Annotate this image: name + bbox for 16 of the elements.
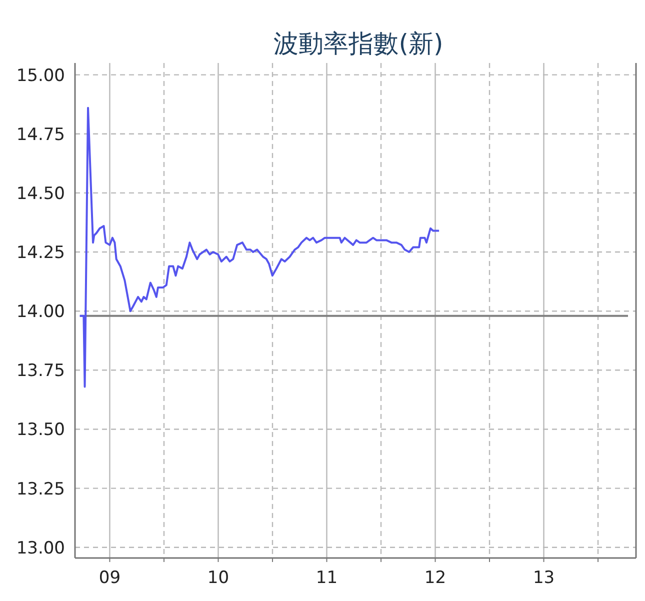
y-tick-label: 14.50: [16, 184, 65, 204]
x-tick-label: 10: [207, 568, 230, 588]
y-tick-label: 14.25: [16, 243, 65, 264]
y-tick-label: 13.50: [16, 420, 65, 440]
y-tick-label: 14.75: [16, 124, 65, 145]
x-tick-label: 13: [532, 568, 555, 588]
x-tick-label: 11: [316, 568, 338, 588]
chart-title: 波動率指數(新): [274, 29, 444, 58]
y-tick-label: 15.00: [16, 66, 65, 86]
x-tick-label: 09: [98, 568, 121, 588]
y-tick-label: 13.00: [16, 538, 65, 558]
y-tick-label: 13.25: [16, 479, 65, 500]
y-tick-label: 14.00: [16, 302, 65, 322]
x-tick-label: 12: [424, 568, 446, 588]
y-tick-label: 13.75: [16, 361, 65, 382]
line-series: [78, 106, 440, 388]
